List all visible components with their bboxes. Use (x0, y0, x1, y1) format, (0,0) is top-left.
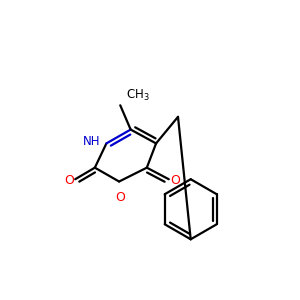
Text: O: O (170, 174, 180, 187)
Text: CH$_3$: CH$_3$ (126, 88, 150, 103)
Text: O: O (64, 174, 74, 187)
Text: NH: NH (83, 135, 100, 148)
Text: O: O (115, 191, 125, 204)
